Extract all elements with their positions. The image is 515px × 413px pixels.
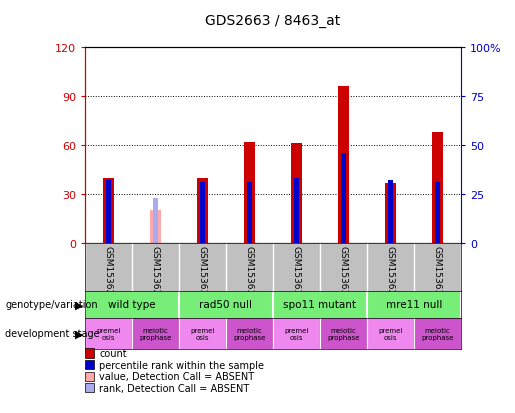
Bar xyxy=(414,244,461,291)
Text: percentile rank within the sample: percentile rank within the sample xyxy=(99,360,264,370)
Bar xyxy=(226,244,273,291)
Bar xyxy=(200,183,205,244)
Bar xyxy=(149,211,161,244)
Text: meiotic
prophase: meiotic prophase xyxy=(327,327,359,340)
Bar xyxy=(290,144,302,244)
Bar xyxy=(226,318,273,349)
Text: GSM153629: GSM153629 xyxy=(386,245,395,300)
Bar xyxy=(367,291,461,318)
Text: development stage: development stage xyxy=(5,328,100,339)
Text: value, Detection Call = ABSENT: value, Detection Call = ABSENT xyxy=(99,371,254,381)
Text: meiotic
prophase: meiotic prophase xyxy=(421,327,454,340)
Text: premei
osis: premei osis xyxy=(284,327,308,340)
Text: premei
osis: premei osis xyxy=(378,327,403,340)
Text: spo11 mutant: spo11 mutant xyxy=(283,299,356,310)
Text: wild type: wild type xyxy=(108,299,156,310)
Bar xyxy=(414,318,461,349)
Bar xyxy=(273,291,367,318)
Text: mre11 null: mre11 null xyxy=(386,299,442,310)
Bar xyxy=(385,183,397,244)
Bar xyxy=(106,181,111,244)
Bar xyxy=(247,183,252,244)
Text: GSM153630: GSM153630 xyxy=(433,245,442,300)
Text: count: count xyxy=(99,348,127,358)
Text: meiotic
prophase: meiotic prophase xyxy=(233,327,266,340)
Text: GSM153628: GSM153628 xyxy=(151,245,160,300)
Bar xyxy=(132,244,179,291)
Text: GSM153634: GSM153634 xyxy=(339,245,348,300)
Bar xyxy=(273,244,320,291)
Bar xyxy=(388,181,393,244)
Bar xyxy=(367,244,414,291)
Text: genotype/variation: genotype/variation xyxy=(5,299,98,310)
Text: GDS2663 / 8463_at: GDS2663 / 8463_at xyxy=(205,14,340,28)
Text: rank, Detection Call = ABSENT: rank, Detection Call = ABSENT xyxy=(99,383,250,393)
Text: GSM153632: GSM153632 xyxy=(245,245,254,300)
Text: GSM153633: GSM153633 xyxy=(292,245,301,300)
Bar xyxy=(179,318,226,349)
Bar xyxy=(85,318,132,349)
Text: ▶: ▶ xyxy=(75,328,83,339)
Text: GSM153631: GSM153631 xyxy=(198,245,207,300)
Bar xyxy=(85,244,132,291)
Bar xyxy=(340,154,346,244)
Bar xyxy=(320,318,367,349)
Text: GSM153627: GSM153627 xyxy=(104,245,113,300)
Bar xyxy=(294,179,299,244)
Bar xyxy=(197,178,209,244)
Text: ▶: ▶ xyxy=(75,299,83,310)
Bar xyxy=(85,291,179,318)
Bar xyxy=(320,244,367,291)
Bar xyxy=(337,87,349,244)
Bar xyxy=(179,291,273,318)
Bar xyxy=(179,244,226,291)
Text: premei
osis: premei osis xyxy=(96,327,121,340)
Bar xyxy=(102,178,114,244)
Bar xyxy=(132,318,179,349)
Bar xyxy=(367,318,414,349)
Bar xyxy=(152,199,158,244)
Text: rad50 null: rad50 null xyxy=(199,299,252,310)
Text: meiotic
prophase: meiotic prophase xyxy=(139,327,171,340)
Bar xyxy=(435,183,440,244)
Bar xyxy=(273,318,320,349)
Text: premei
osis: premei osis xyxy=(190,327,215,340)
Bar xyxy=(244,142,255,244)
Bar xyxy=(432,133,443,244)
